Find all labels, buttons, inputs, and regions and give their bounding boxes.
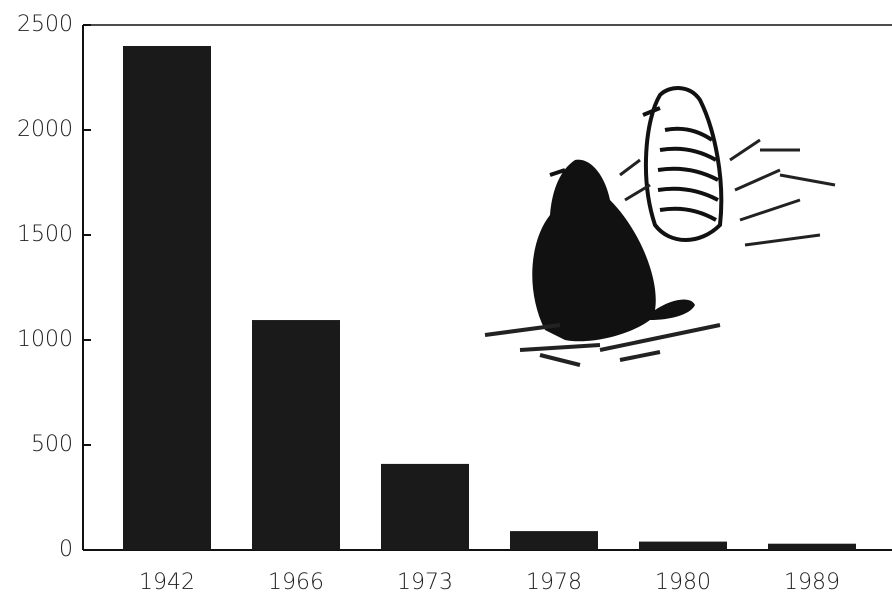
bar — [639, 542, 727, 550]
bar — [252, 320, 340, 550]
y-tick-label: 2500 — [17, 12, 73, 37]
bar — [123, 46, 211, 550]
y-tick-label: 0 — [59, 537, 73, 562]
bar — [768, 544, 856, 550]
bar — [381, 464, 469, 550]
x-tick-label: 1989 — [784, 570, 840, 595]
y-tick-label: 2000 — [17, 117, 73, 142]
page: {"chart_data": {"type": "bar", "categori… — [0, 0, 892, 597]
x-tick-label: 1980 — [655, 570, 711, 595]
y-tick-label: 1500 — [17, 222, 73, 247]
x-tick-label: 1973 — [397, 570, 453, 595]
x-tick-label: 1978 — [526, 570, 582, 595]
y-tick-label: 500 — [31, 432, 73, 457]
y-tick-label: 1000 — [17, 327, 73, 352]
chart: 0 500 1000 1500 2000 2500 1942 1966 1973 1978 1980… — [0, 0, 892, 597]
bar — [510, 531, 598, 550]
x-tick-label: 1942 — [139, 570, 195, 595]
grouse-illustration — [485, 88, 835, 365]
x-tick-label: 1966 — [268, 570, 324, 595]
